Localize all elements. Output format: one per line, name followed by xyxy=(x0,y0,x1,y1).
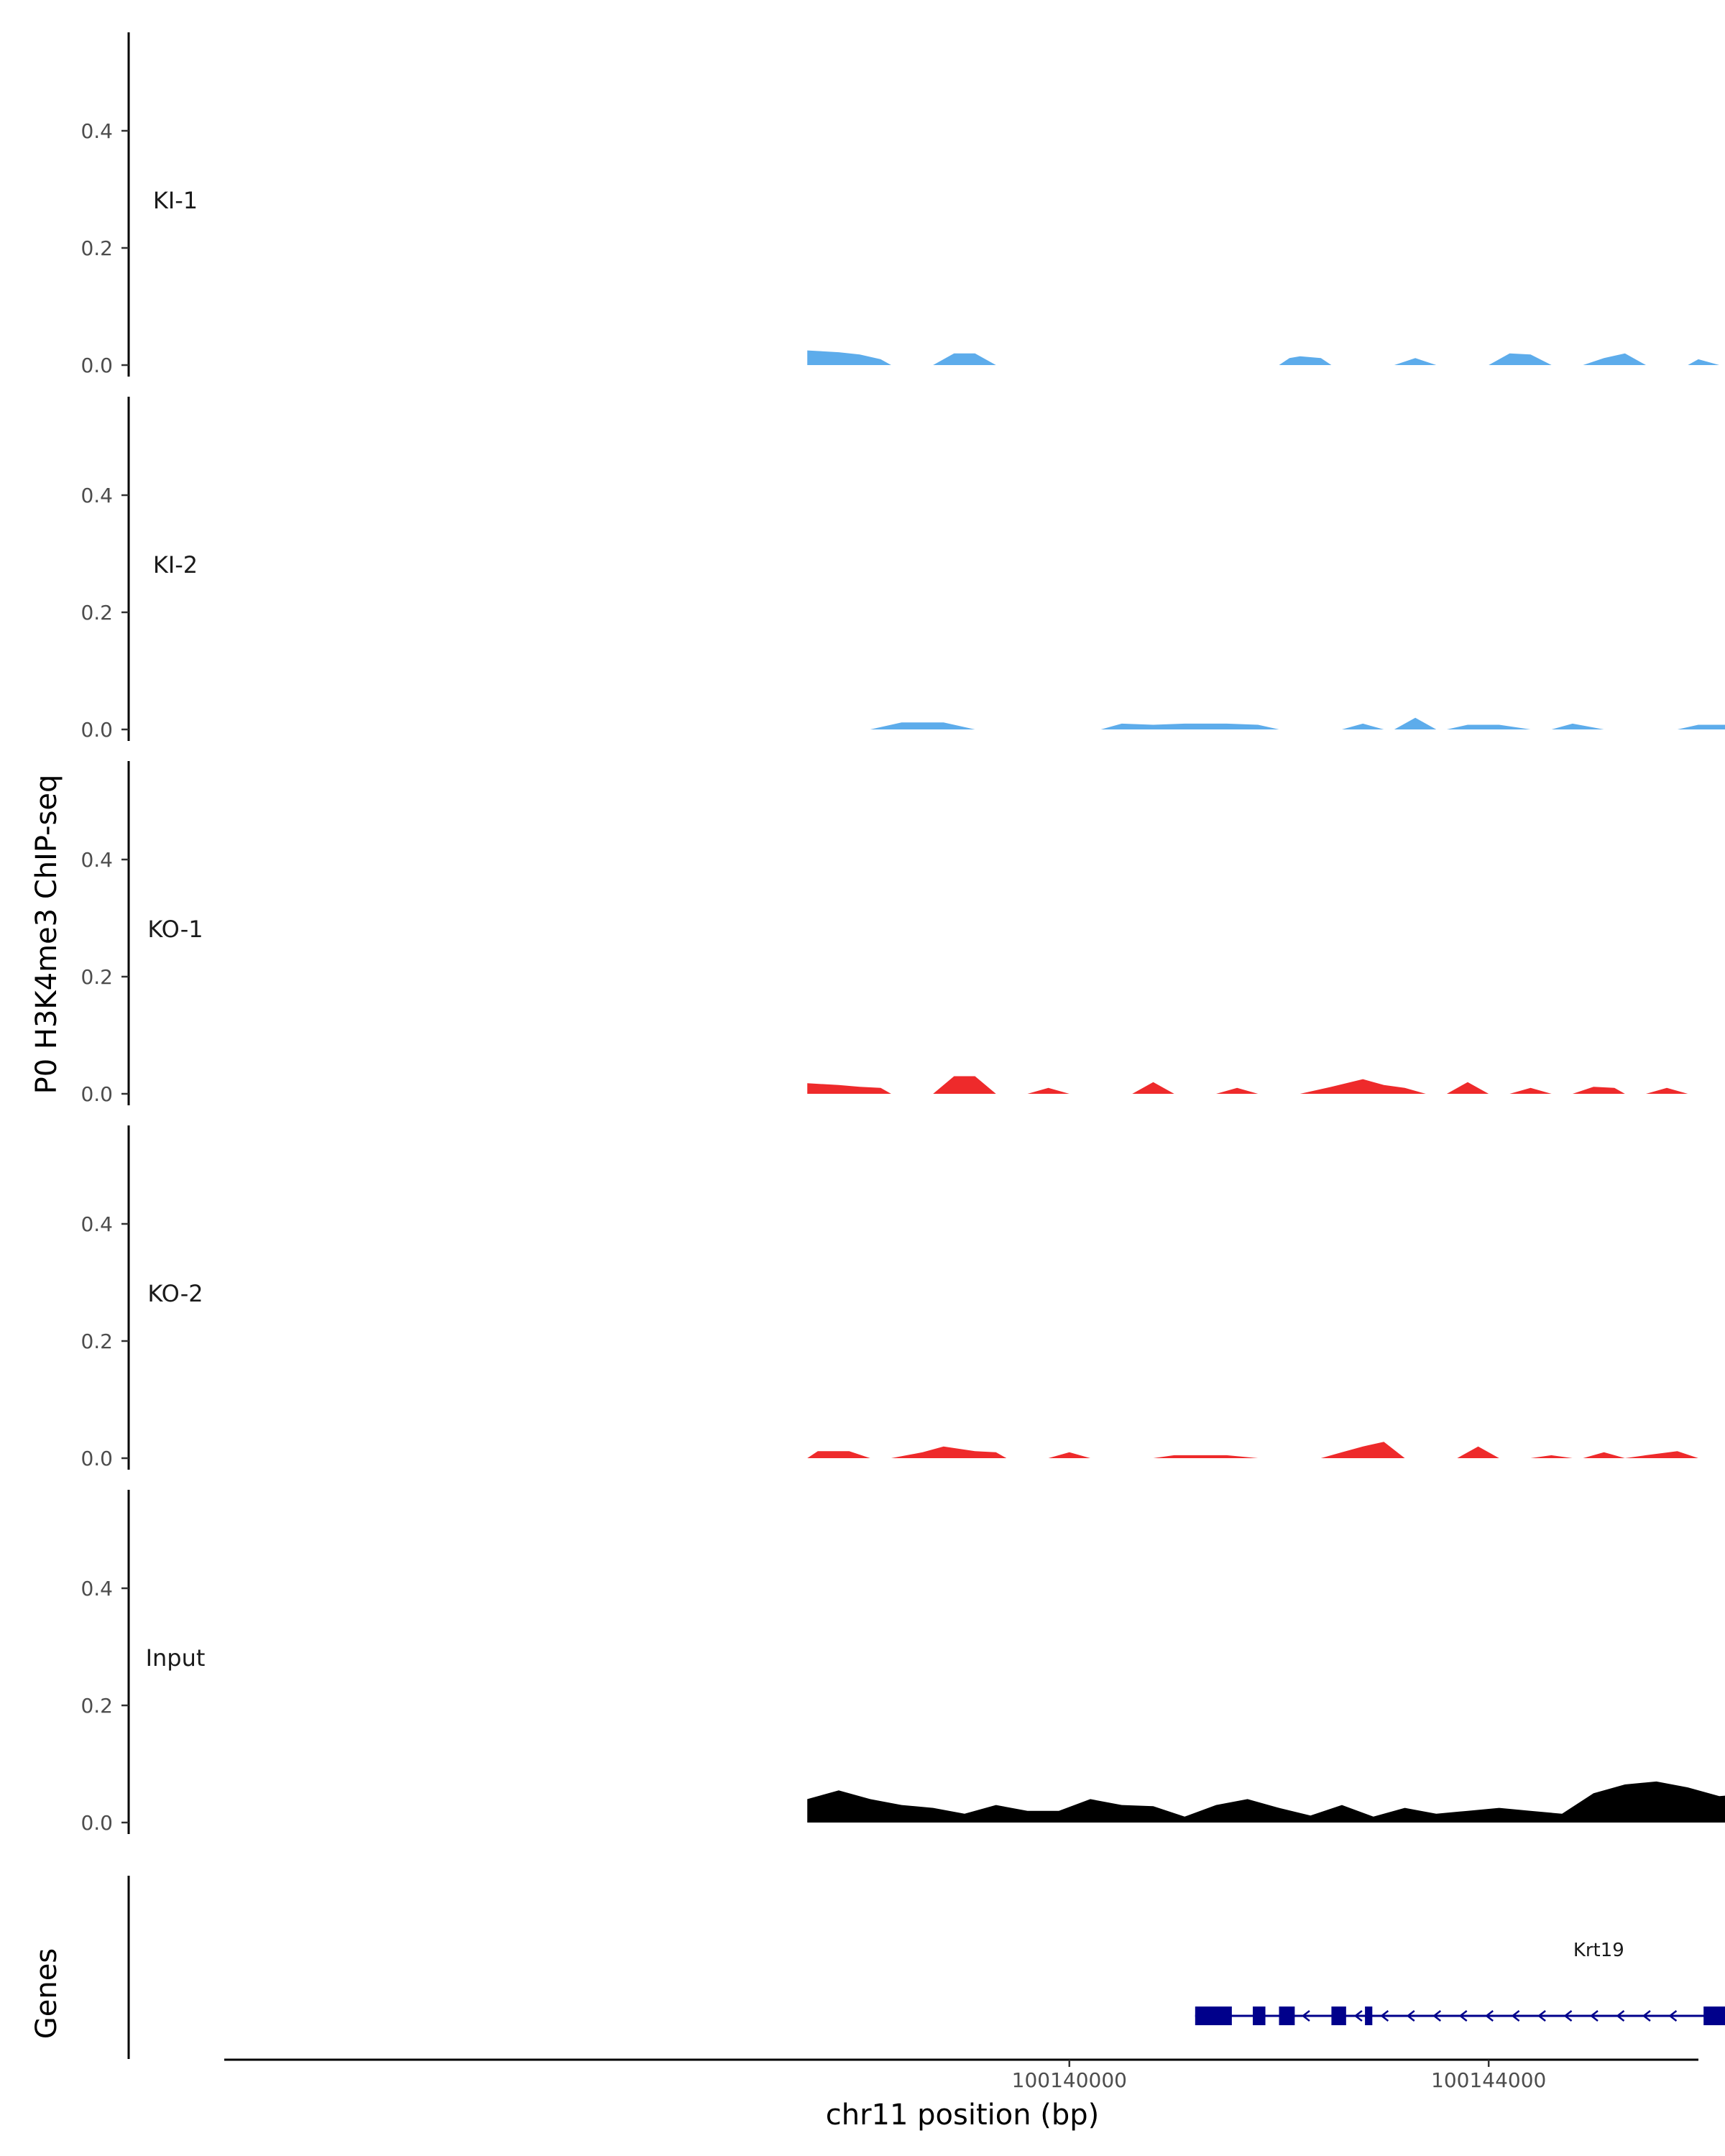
strand-arrow-0 xyxy=(1301,2010,1310,2022)
strand-arrow-12 xyxy=(1642,2010,1651,2022)
y-tick-label-ko-2-1: 0.2 xyxy=(80,1330,113,1353)
x-tick-label-0: 100140000 xyxy=(1012,2068,1127,2092)
y-tick-label-ki-1-2: 0.4 xyxy=(80,119,113,143)
strand-arrow-13 xyxy=(1668,2010,1678,2022)
y-tick-label-ki-2-0: 0.0 xyxy=(80,718,113,742)
gene-exon-5 xyxy=(1703,2007,1725,2025)
track-ki-1: 0.0 0.2 0.4 KI-1 xyxy=(80,32,1725,377)
track-label-ko-1: KO-1 xyxy=(147,916,203,943)
y-axis-title: P0 H3K4me3 ChIP-seq xyxy=(30,775,63,1095)
strand-arrow-1 xyxy=(1353,2010,1363,2022)
x-axis: 100140000100144000100148000 xyxy=(224,2058,1698,2092)
gene-track: Krt19 xyxy=(127,1876,1725,2059)
gene-exon-4 xyxy=(1365,2007,1373,2025)
track-input: 0.0 0.2 0.4 Input xyxy=(80,1490,1725,1835)
y-tick-label-ki-2-1: 0.2 xyxy=(80,601,113,625)
track-ki-2: 0.0 0.2 0.4 KI-2 xyxy=(80,397,1725,742)
track-label-ki-1: KI-1 xyxy=(153,187,198,214)
y-tick-label-input-1: 0.2 xyxy=(80,1694,113,1718)
y-tick-label-ki-2-2: 0.4 xyxy=(80,484,113,507)
x-tick-label-1: 100144000 xyxy=(1431,2068,1546,2092)
y-tick-label-ko-1-2: 0.4 xyxy=(80,848,113,872)
strand-arrow-3 xyxy=(1406,2010,1415,2022)
strand-arrow-4 xyxy=(1432,2010,1442,2022)
gene-track-title: Genes xyxy=(30,1948,63,2039)
gene-exon-0 xyxy=(1195,2007,1232,2025)
strand-arrow-6 xyxy=(1485,2010,1494,2022)
signal-area-ki-1 xyxy=(807,350,1725,365)
y-tick-label-ko-2-2: 0.4 xyxy=(80,1212,113,1236)
signal-area-ko-1 xyxy=(807,1076,1725,1094)
gene-exon-3 xyxy=(1331,2007,1346,2025)
strand-arrow-5 xyxy=(1458,2010,1468,2022)
strand-arrow-7 xyxy=(1511,2010,1520,2022)
y-tick-label-ki-1-1: 0.2 xyxy=(80,236,113,260)
strand-arrow-11 xyxy=(1616,2010,1625,2022)
gene-exon-1 xyxy=(1253,2007,1266,2025)
track-ko-2: 0.0 0.2 0.4 KO-2 xyxy=(80,1125,1725,1470)
y-tick-label-ko-1-0: 0.0 xyxy=(80,1082,113,1106)
y-tick-label-input-2: 0.4 xyxy=(80,1577,113,1600)
track-label-ki-2: KI-2 xyxy=(153,551,198,579)
gene-exon-2 xyxy=(1279,2007,1295,2025)
signal-area-ki-2 xyxy=(870,717,1725,729)
strand-arrow-10 xyxy=(1590,2010,1598,2022)
y-tick-label-ki-1-0: 0.0 xyxy=(80,354,113,377)
signal-area-input xyxy=(807,1781,1725,1823)
y-tick-label-ko-2-0: 0.0 xyxy=(80,1447,113,1470)
x-axis-title: chr11 position (bp) xyxy=(826,2099,1100,2132)
y-tick-label-ko-1-1: 0.2 xyxy=(80,965,113,989)
strand-arrow-2 xyxy=(1380,2010,1389,2022)
signal-tracks: 0.00.20.4KI-10.00.20.4KI-20.00.20.4KO-10… xyxy=(80,32,1725,1835)
y-tick-label-input-0: 0.0 xyxy=(80,1811,113,1835)
track-ko-1: 0.0 0.2 0.4 KO-1 xyxy=(80,761,1725,1106)
track-label-ko-2: KO-2 xyxy=(147,1280,203,1307)
signal-area-ko-2 xyxy=(807,1442,1725,1458)
track-label-input: Input xyxy=(146,1644,206,1672)
gene-name-label: Krt19 xyxy=(1573,1940,1624,1961)
strand-arrow-8 xyxy=(1537,2010,1546,2022)
strand-arrow-9 xyxy=(1563,2010,1573,2022)
